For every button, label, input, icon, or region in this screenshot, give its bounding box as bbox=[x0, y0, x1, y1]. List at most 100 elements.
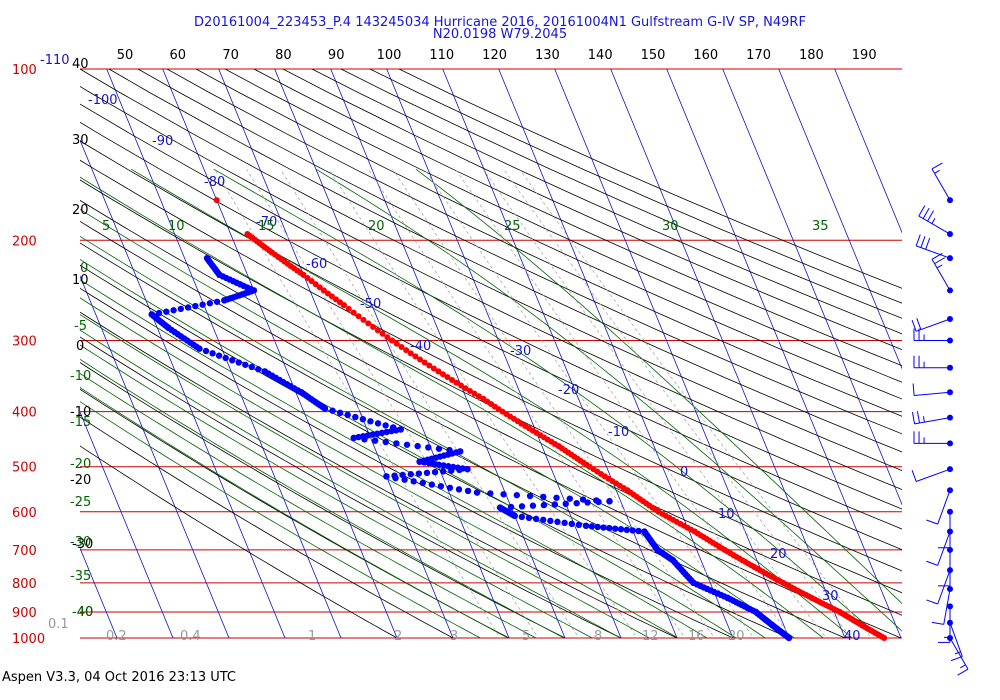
temperature-point bbox=[312, 281, 319, 288]
wind-barb-flag bbox=[916, 411, 921, 424]
dewpoint-point bbox=[177, 305, 185, 313]
isotherm bbox=[666, 69, 902, 638]
wind-barb-staff bbox=[943, 588, 951, 625]
chart-title-line2: N20.0198 W79.2045 bbox=[432, 27, 568, 42]
temperature-point bbox=[444, 374, 451, 381]
temperature-point bbox=[350, 309, 357, 316]
dewpoint-point bbox=[594, 523, 601, 531]
wind-barb-point bbox=[947, 231, 953, 238]
mixing-ratio-line bbox=[368, 168, 686, 638]
dewpoint-point bbox=[595, 498, 602, 506]
dewpoint-point bbox=[623, 526, 631, 534]
dewpoint-point bbox=[336, 409, 344, 417]
dewpoint-point bbox=[518, 503, 526, 510]
moist-adiabat bbox=[80, 373, 537, 638]
isotherm bbox=[778, 69, 902, 370]
moist-adiabat bbox=[80, 176, 824, 638]
dewpoint-point bbox=[532, 515, 540, 523]
dewpoint-point bbox=[431, 468, 439, 476]
dewpoint-point bbox=[425, 460, 433, 467]
isotherm-label: -20 bbox=[558, 383, 579, 398]
wind-barbs bbox=[911, 162, 969, 676]
dewpoint-point bbox=[473, 489, 481, 496]
isotherm bbox=[834, 69, 902, 234]
dewpoint-point bbox=[206, 300, 214, 307]
temperature-point bbox=[421, 359, 428, 366]
mixing-ratio-label: 20 bbox=[728, 629, 745, 644]
dewpoint-point bbox=[242, 361, 249, 368]
temperature-point bbox=[355, 313, 362, 320]
moist-adiabat bbox=[315, 168, 902, 632]
wind-barb-point bbox=[947, 414, 953, 421]
dry-adiabat bbox=[80, 179, 902, 594]
isotherm bbox=[722, 69, 902, 506]
dewpoint-point bbox=[446, 484, 454, 491]
pressure-label-900: 900 bbox=[12, 606, 37, 621]
temperature-point bbox=[304, 275, 311, 282]
dewpoint-point bbox=[540, 516, 547, 524]
isotherm bbox=[498, 69, 734, 638]
dry-adiabat bbox=[253, 69, 902, 367]
wind-barb-staff bbox=[916, 245, 951, 259]
isotherm bbox=[610, 69, 846, 638]
pressure-label-400: 400 bbox=[12, 406, 37, 421]
wind-barb-staff bbox=[916, 318, 951, 332]
dry-adiabat bbox=[80, 287, 734, 638]
moist-adiabat bbox=[80, 358, 565, 638]
dewpoint-point bbox=[255, 366, 262, 373]
dewpoint-point bbox=[540, 501, 548, 509]
pressure-label-300: 300 bbox=[12, 334, 37, 349]
wind-barb-flag bbox=[926, 560, 938, 566]
pressure-label-800: 800 bbox=[12, 577, 37, 592]
dry-adiabat-label: 40 bbox=[72, 57, 89, 72]
temperature-point bbox=[213, 197, 220, 204]
temperature-point bbox=[384, 334, 391, 341]
temperature-point bbox=[370, 323, 377, 330]
wind-barb-flag bbox=[927, 210, 934, 222]
top-axis-label: 140 bbox=[588, 48, 613, 63]
wind-barb-point bbox=[947, 619, 953, 626]
wind-barb-flag bbox=[931, 252, 943, 260]
dewpoint-point bbox=[393, 440, 400, 447]
moist-adiabat-label: 35 bbox=[812, 219, 829, 234]
dewpoint-point bbox=[192, 302, 199, 310]
temperature-point bbox=[393, 340, 400, 347]
dry-adiabat bbox=[80, 311, 678, 638]
isotherm-label: 20 bbox=[770, 547, 787, 562]
moist-adiabat bbox=[80, 344, 594, 638]
temperature-point bbox=[340, 302, 347, 309]
wind-barb-flag bbox=[931, 621, 944, 625]
temperature-point bbox=[881, 635, 888, 641]
wind-barb-point bbox=[947, 546, 953, 553]
pressure-label-500: 500 bbox=[12, 461, 37, 476]
mixing-ratio-line bbox=[503, 168, 852, 638]
dewpoint-point bbox=[430, 460, 438, 468]
wind-barb-staff bbox=[937, 570, 951, 605]
isotherm bbox=[554, 69, 790, 638]
moist-adiabat-label: -20 bbox=[70, 457, 91, 472]
mixing-ratio-line bbox=[482, 168, 827, 638]
dewpoint-point bbox=[487, 490, 494, 497]
moist-adiabat bbox=[80, 297, 679, 638]
dewpoint-point bbox=[551, 501, 559, 508]
dewpoint-point bbox=[419, 479, 426, 487]
dry-adiabat bbox=[80, 121, 902, 530]
dry-adiabat bbox=[80, 199, 902, 616]
moist-adiabat bbox=[415, 168, 902, 605]
wind-barb-staff bbox=[914, 417, 951, 425]
dewpoint-point bbox=[423, 469, 431, 477]
mixing-ratio-label: 2 bbox=[394, 629, 402, 644]
wind-barb-flag bbox=[912, 383, 915, 396]
temperature-point bbox=[430, 365, 437, 372]
mixing-ratio-label: 5 bbox=[522, 629, 530, 644]
wind-barb-point bbox=[947, 466, 953, 473]
temperature-point bbox=[439, 371, 446, 378]
temperature-point bbox=[471, 390, 478, 397]
pressure-label-100: 100 bbox=[12, 63, 37, 78]
mixing-ratio-label: 1 bbox=[308, 629, 316, 644]
moist-adiabat bbox=[80, 235, 766, 638]
moist-adiabat-lines bbox=[80, 168, 902, 638]
dry-adiabat bbox=[166, 69, 902, 417]
